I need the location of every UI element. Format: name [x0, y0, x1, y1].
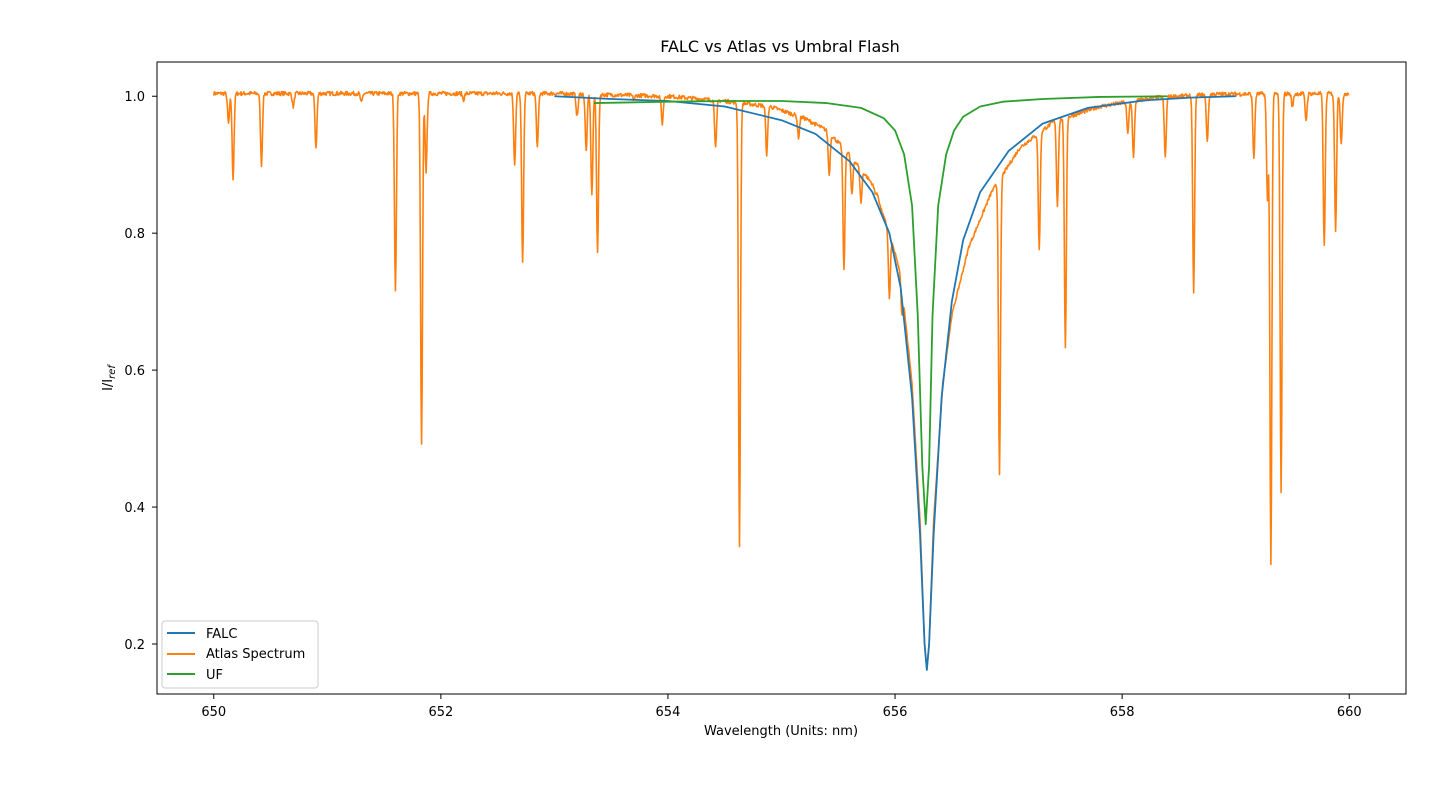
- chart-title: FALC vs Atlas vs Umbral Flash: [660, 37, 900, 56]
- x-tick-label: 652: [428, 705, 453, 720]
- x-tick-label: 656: [883, 705, 908, 720]
- x-tick-label: 658: [1110, 705, 1135, 720]
- y-tick-label: 0.2: [124, 638, 145, 653]
- series-line-falc: [554, 95, 1236, 671]
- y-axis-label-main: I/I: [101, 379, 116, 391]
- y-axis-label: I/Iref: [101, 364, 118, 391]
- x-axis-ticks: 650 652 654 656 658 660: [201, 694, 1362, 720]
- legend-box: [161, 620, 319, 689]
- legend-label-uf: UF: [206, 668, 223, 683]
- legend: FALC Atlas Spectrum UF: [161, 620, 319, 689]
- y-axis-ticks: 0.2 0.4 0.6 0.8 1.0: [124, 90, 157, 653]
- y-tick-label: 1.0: [124, 90, 145, 105]
- x-tick-label: 660: [1337, 705, 1362, 720]
- x-tick-label: 654: [656, 705, 681, 720]
- series-line-uf: [594, 95, 1168, 526]
- legend-label-atlas: Atlas Spectrum: [206, 647, 305, 662]
- x-axis-label: Wavelength (Units: nm): [704, 724, 858, 739]
- series-line-atlas-spectrum: [212, 90, 1350, 670]
- plot-frame: [156, 61, 1407, 695]
- y-tick-label: 0.8: [124, 227, 145, 242]
- y-tick-label: 0.6: [124, 364, 145, 379]
- x-tick-label: 650: [201, 705, 226, 720]
- y-tick-label: 0.4: [124, 501, 145, 516]
- svg-text:I/Iref: I/Iref: [101, 364, 118, 391]
- legend-label-falc: FALC: [206, 627, 238, 642]
- y-axis-label-sub: ref: [107, 364, 118, 379]
- series-layer: [212, 90, 1350, 671]
